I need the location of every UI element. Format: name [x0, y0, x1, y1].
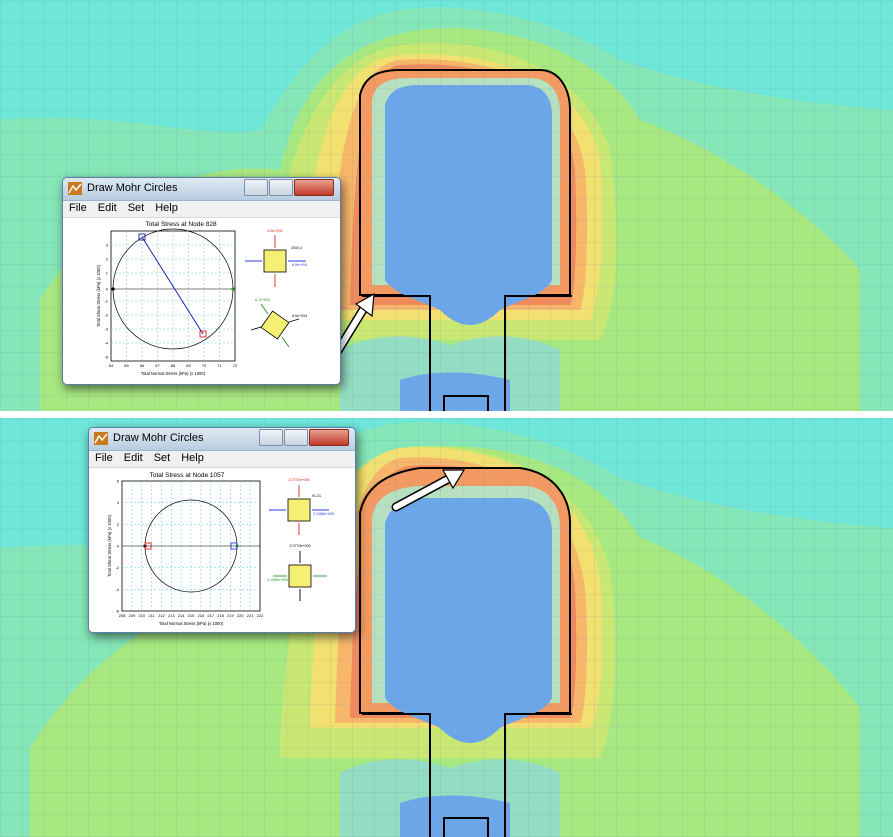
plot-title: Total Stress at Node 1057	[150, 472, 225, 479]
rotated-left-value: 2.1986e+005	[267, 578, 288, 582]
menu-edit[interactable]: Edit	[123, 452, 143, 464]
y-tick: -4	[104, 341, 108, 346]
mohr-chart: 64 65 66 67 68 69 70 71 72 3 2 1 0 -1 -2	[96, 228, 238, 376]
y-axis-label: Total Shear Stress (kPa) (x 1000)	[96, 264, 101, 327]
maximize-button[interactable]	[284, 429, 308, 446]
y-tick: 0	[117, 544, 120, 549]
menu-bar: File Edit Set Help	[89, 451, 355, 468]
element-right-value: 2.1986e+005	[313, 512, 334, 516]
point-red-marker	[144, 542, 152, 550]
y-tick: -4	[115, 587, 119, 592]
rotated-top-value: 2.0770e+005	[289, 544, 310, 548]
x-tick: 213	[168, 613, 175, 618]
window-titlebar[interactable]: Draw Mohr Circles	[89, 428, 355, 451]
y-tick: 4	[117, 500, 120, 505]
menu-edit[interactable]: Edit	[97, 202, 117, 214]
app-icon	[68, 182, 82, 195]
y-tick: -6	[115, 609, 119, 614]
minimize-button[interactable]	[244, 179, 268, 196]
stress-element-principal: 2.0770e+005 91.21 2.1986e+005	[269, 478, 334, 535]
stress-element-rotated: 2.0770e+005 2.1986e+005	[267, 544, 327, 601]
stress-element-principal: 6.5e+004 3000.4 6.9e+004	[245, 229, 307, 287]
x-axis-label: Total Normal Stress (kPa) (x 1000)	[141, 371, 206, 376]
y-tick: 6	[117, 479, 120, 484]
x-tick: 70	[202, 363, 207, 368]
menu-file[interactable]: File	[95, 452, 113, 464]
sigma-min-point	[111, 287, 115, 291]
x-tick: 67	[155, 363, 160, 368]
maximize-button[interactable]	[269, 179, 293, 196]
menu-help[interactable]: Help	[181, 452, 204, 464]
x-tick: 68	[171, 363, 176, 368]
contour-view-top: Draw Mohr Circles File Edit Set Help Total …	[0, 0, 893, 411]
y-tick: 1	[106, 271, 109, 276]
point-blue-marker	[230, 542, 238, 550]
menu-set[interactable]: Set	[127, 202, 145, 214]
x-tick: 209	[129, 613, 136, 618]
stress-diameter-line	[141, 236, 204, 335]
x-tick: 211	[148, 613, 155, 618]
x-tick: 66	[140, 363, 145, 368]
mohr-plot-area: Total Stress at Node 1057 208 209 210 21…	[107, 472, 334, 627]
stress-element-rotated: 6.7e+004 6.6e+004	[250, 298, 307, 348]
element-top-value: 6.5e+004	[267, 229, 282, 233]
pointer-arrow	[391, 469, 466, 512]
window-titlebar[interactable]: Draw Mohr Circles	[63, 178, 340, 201]
x-tick: 218	[217, 613, 224, 618]
y-tick: -5	[104, 355, 108, 360]
y-tick: 2	[117, 522, 120, 527]
y-tick: -2	[115, 565, 119, 570]
rotated-value-a: 6.7e+004	[255, 298, 270, 302]
close-button[interactable]	[294, 179, 334, 196]
y-tick: 3	[106, 243, 109, 248]
sigma-max-point	[231, 287, 235, 291]
x-tick: 214	[178, 613, 185, 618]
mohr-plot-area: Total Stress at Node 828 64 65 66	[96, 221, 307, 376]
x-tick: 208	[119, 613, 126, 618]
rotated-value-b: 6.6e+004	[292, 314, 307, 318]
mohr-circle-window[interactable]: Draw Mohr Circles File Edit Set Help Total …	[88, 427, 356, 633]
x-tick: 212	[158, 613, 165, 618]
plot-title: Total Stress at Node 828	[145, 221, 217, 228]
element-top-value: 2.0770e+005	[288, 478, 309, 482]
x-tick: 219	[227, 613, 234, 618]
window-title: Draw Mohr Circles	[87, 182, 178, 194]
x-tick: 72	[233, 363, 238, 368]
element-shear-value: 91.21	[312, 494, 321, 498]
window-title: Draw Mohr Circles	[113, 432, 204, 444]
x-tick: 222	[257, 613, 264, 618]
app-icon	[94, 432, 108, 445]
point-blue-marker	[138, 233, 146, 241]
y-tick: -3	[104, 327, 108, 332]
x-tick: 71	[217, 363, 222, 368]
y-tick: -2	[104, 313, 108, 318]
x-tick: 64	[109, 363, 114, 368]
x-tick: 69	[186, 363, 191, 368]
element-shear-value: 3000.4	[291, 246, 302, 250]
y-tick: -1	[104, 299, 108, 304]
x-tick: 216	[198, 613, 205, 618]
y-tick: 2	[106, 257, 109, 262]
x-tick: 215	[188, 613, 195, 618]
x-tick: 210	[138, 613, 145, 618]
x-tick: 220	[237, 613, 244, 618]
close-button[interactable]	[309, 429, 349, 446]
menu-set[interactable]: Set	[153, 452, 171, 464]
x-axis-label: Total Normal Stress (kPa) (x 1000)	[159, 621, 224, 626]
point-red-marker	[199, 330, 207, 338]
mohr-circle-window[interactable]: Draw Mohr Circles File Edit Set Help Total …	[62, 177, 341, 385]
menu-file[interactable]: File	[69, 202, 87, 214]
menu-help[interactable]: Help	[155, 202, 178, 214]
x-tick: 65	[124, 363, 129, 368]
y-tick: 0	[106, 287, 109, 292]
x-tick: 217	[207, 613, 214, 618]
y-axis-label: Total Shear Stress (kPa) (x 1000)	[107, 514, 112, 577]
x-tick: 221	[247, 613, 254, 618]
minimize-button[interactable]	[259, 429, 283, 446]
mohr-chart: 208 209 210 211 212 213 214 215 216 217 …	[107, 479, 264, 627]
contour-view-bottom: Draw Mohr Circles File Edit Set Help Total …	[0, 418, 893, 837]
menu-bar: File Edit Set Help	[63, 201, 340, 218]
element-right-value: 6.9e+004	[292, 263, 307, 267]
